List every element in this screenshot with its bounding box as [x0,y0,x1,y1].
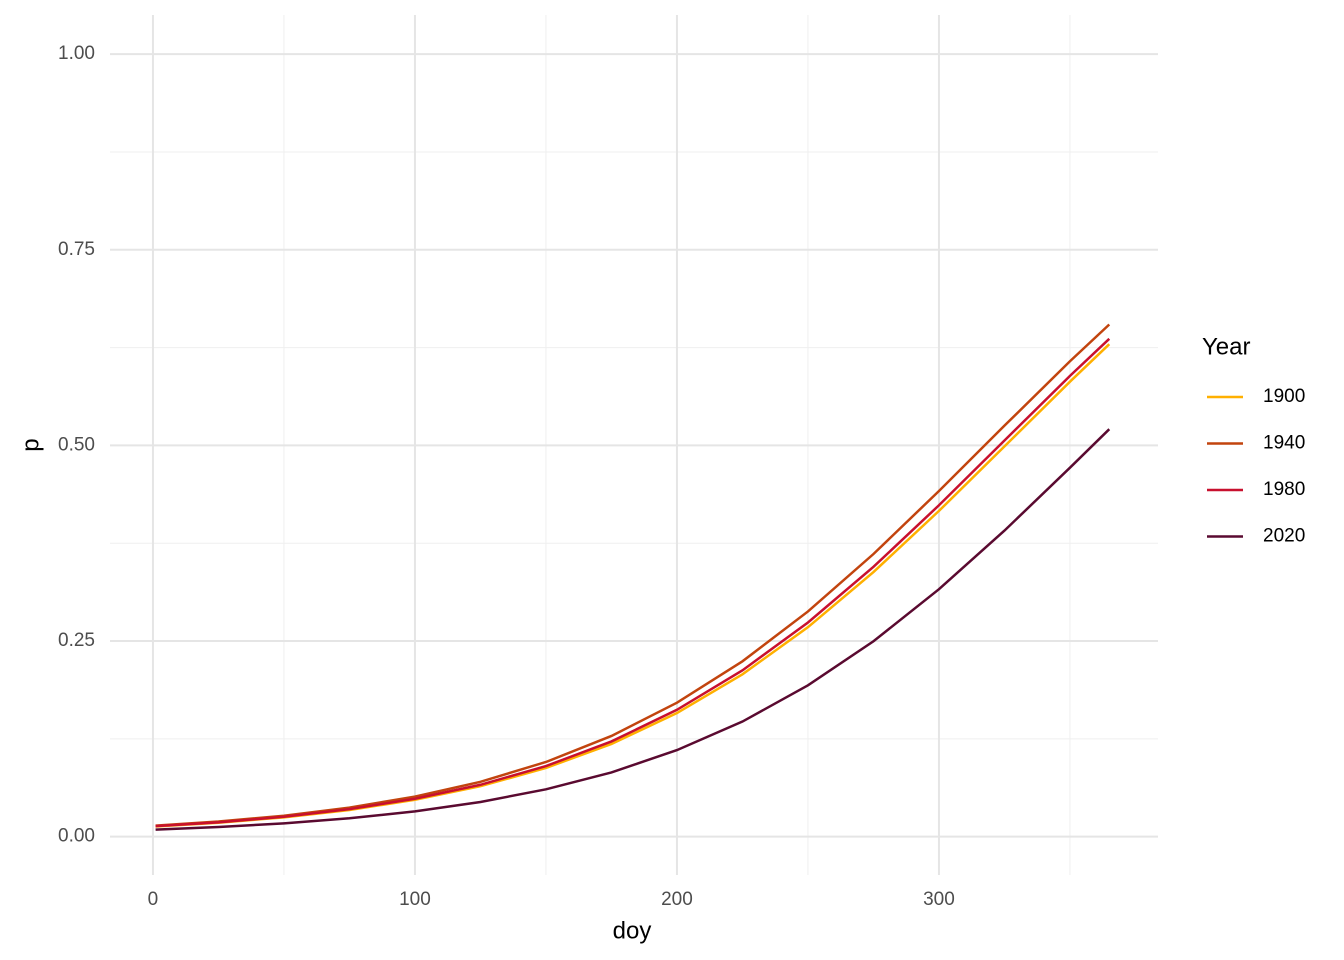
legend-label: 1940 [1263,433,1305,454]
y-axis-title: p [17,438,44,451]
x-tick-label: 0 [148,889,159,910]
series-line [155,337,1111,828]
y-tick-label: 0.50 [58,434,95,455]
legend-label: 1980 [1263,479,1305,500]
y-tick-label: 0.25 [58,630,95,651]
legend-label: 2020 [1263,526,1305,547]
x-tick-label: 100 [399,889,431,910]
series-line [155,428,1111,831]
legend-title: Year [1202,333,1251,360]
y-tick-label: 0.75 [58,239,95,260]
y-tick-label: 0.00 [58,826,95,847]
x-axis-title: doy [613,917,652,944]
series-line [155,343,1111,828]
x-tick-label: 300 [923,889,955,910]
x-tick-label: 200 [661,889,693,910]
legend-label: 1900 [1263,386,1305,407]
y-tick-label: 1.00 [58,43,95,64]
series-line [155,323,1111,827]
